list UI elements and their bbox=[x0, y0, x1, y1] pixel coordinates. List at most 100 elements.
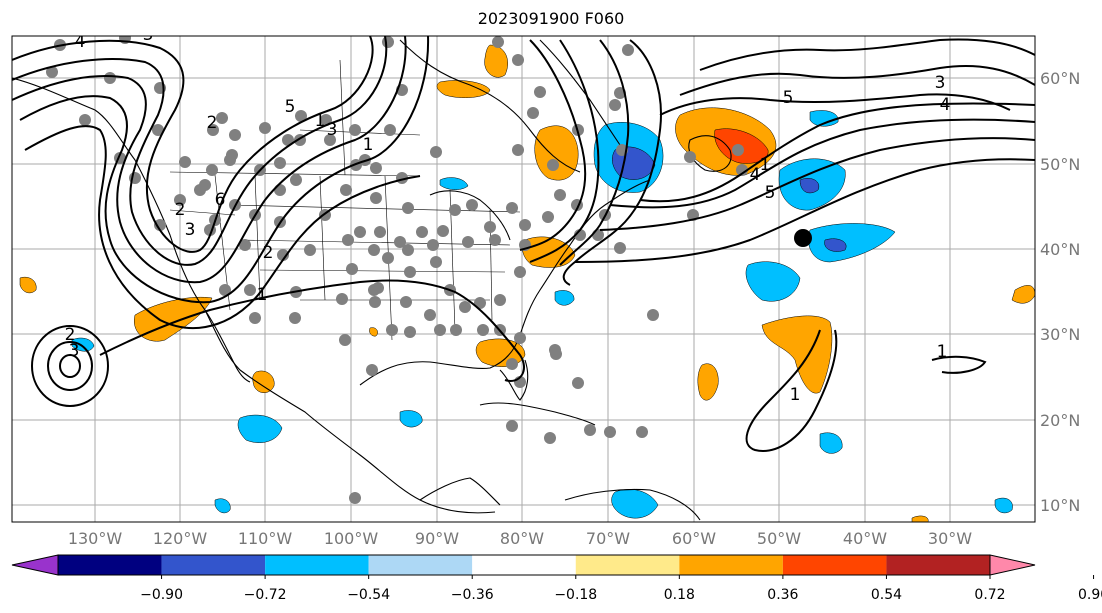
gray-dot-icon bbox=[239, 239, 251, 251]
blue-fill-region bbox=[745, 261, 801, 302]
hudson-bay-coast bbox=[399, 39, 581, 173]
black-dot-icon bbox=[794, 229, 812, 247]
contour-label: 1 bbox=[760, 155, 771, 175]
orange-fill-region bbox=[252, 370, 275, 393]
gray-dot-icon bbox=[104, 72, 116, 84]
blue-fill-region bbox=[554, 290, 575, 306]
gray-dot-icon bbox=[336, 293, 348, 305]
latitude-label: 50°N bbox=[1040, 155, 1080, 174]
contour-label: 1 bbox=[790, 385, 801, 405]
gray-dot-icon bbox=[506, 202, 518, 214]
gray-dot-icon bbox=[494, 294, 506, 306]
gray-dot-icon bbox=[622, 44, 634, 56]
gray-dot-icon bbox=[462, 236, 474, 248]
gray-dot-icon bbox=[346, 263, 358, 275]
gray-dot-icon bbox=[244, 284, 256, 296]
gray-dot-icon bbox=[206, 164, 218, 176]
contour-line bbox=[639, 102, 1035, 203]
contour-label: 3 bbox=[143, 25, 154, 45]
contour-line bbox=[519, 39, 587, 251]
map-frame bbox=[11, 35, 1036, 523]
gray-dot-icon bbox=[534, 86, 546, 98]
gray-dot-icon bbox=[609, 99, 621, 111]
gray-dot-icon bbox=[430, 146, 442, 158]
gray-dot-icon bbox=[79, 114, 91, 126]
colorbar-tick-label: −0.54 bbox=[347, 587, 390, 603]
longitude-label: 130°W bbox=[68, 529, 123, 548]
gray-dot-icon bbox=[506, 358, 518, 370]
colorbar-extend-left bbox=[11, 554, 59, 576]
gray-dot-icon bbox=[207, 124, 219, 136]
orange-fill-region bbox=[697, 363, 719, 401]
gray-dot-icon bbox=[368, 244, 380, 256]
colorbar-segment bbox=[782, 555, 887, 575]
gray-dot-icon bbox=[349, 124, 361, 136]
gray-dot-icon bbox=[382, 252, 394, 264]
gray-dot-icon bbox=[324, 134, 336, 146]
gray-dot-icon bbox=[349, 492, 361, 504]
blue-fill-region bbox=[994, 497, 1013, 514]
contour-line bbox=[599, 137, 1035, 231]
gray-dot-icon bbox=[636, 426, 648, 438]
gray-dot-icon bbox=[354, 226, 366, 238]
gray-dot-icon bbox=[290, 174, 302, 186]
orange-fill-region bbox=[761, 315, 833, 394]
gray-dot-icon bbox=[370, 162, 382, 174]
contour-line bbox=[59, 354, 81, 378]
colorbar-tick-labels: −0.90 −0.72 −0.54 −0.36 −0.18 0.18 0.36 0.54 0.7… bbox=[140, 575, 1102, 603]
contour-line bbox=[99, 279, 525, 382]
blue-fill-region bbox=[237, 414, 283, 443]
gray-dot-icon bbox=[289, 312, 301, 324]
gray-dot-icon bbox=[394, 236, 406, 248]
gray-dot-icon bbox=[614, 242, 626, 254]
contour-label: 3 bbox=[185, 220, 196, 240]
map-title: 2023091900 F060 bbox=[477, 9, 625, 28]
gray-dot-icon bbox=[506, 420, 518, 432]
gray-dot-icon bbox=[572, 377, 584, 389]
gray-dot-icon bbox=[372, 282, 384, 294]
cuba-outline bbox=[479, 402, 596, 426]
gray-dot-icon bbox=[437, 225, 449, 237]
longitude-label: 120°W bbox=[153, 529, 208, 548]
blue-fill-region bbox=[214, 498, 231, 514]
contour-label: 4 bbox=[940, 95, 951, 115]
gray-dot-icon bbox=[374, 226, 386, 238]
gray-dot-icon bbox=[434, 324, 446, 336]
gray-dot-icon bbox=[466, 199, 478, 211]
gray-dot-icon bbox=[512, 54, 524, 66]
colorbar-segment bbox=[368, 555, 473, 575]
gray-dot-icon bbox=[492, 36, 504, 48]
gray-dot-icon bbox=[370, 192, 382, 204]
gray-dot-icon bbox=[304, 244, 316, 256]
contour-line bbox=[679, 65, 1035, 96]
contour-label: 3 bbox=[935, 73, 946, 93]
gray-dot-icon bbox=[386, 324, 398, 336]
gray-dot-icon bbox=[249, 312, 261, 324]
gray-dot-icon bbox=[400, 296, 412, 308]
longitude-label: 80°W bbox=[500, 529, 544, 548]
latitude-labels: 60°N 50°N 40°N 30°N 20°N 10°N bbox=[1040, 69, 1080, 515]
gray-dot-icon bbox=[274, 157, 286, 169]
contour-label: 1 bbox=[315, 111, 326, 131]
colorbar-segment bbox=[886, 555, 990, 575]
gray-dot-icon bbox=[512, 144, 524, 156]
orange-fill-region bbox=[484, 44, 508, 78]
gray-dot-icon bbox=[366, 364, 378, 376]
contour-label: 2 bbox=[263, 243, 274, 263]
gulf-coast bbox=[359, 179, 651, 386]
colorbar bbox=[11, 554, 1036, 576]
contour-label: 2 bbox=[207, 113, 218, 133]
gray-dot-icon bbox=[514, 266, 526, 278]
latitude-label: 30°N bbox=[1040, 325, 1080, 344]
contour-line bbox=[609, 118, 1035, 209]
gray-dot-icon bbox=[484, 221, 496, 233]
contour-line bbox=[745, 329, 838, 452]
colorbar-extend-right bbox=[989, 554, 1036, 576]
contour-line bbox=[31, 325, 109, 407]
latitude-label: 40°N bbox=[1040, 240, 1080, 259]
gray-dot-icon bbox=[404, 266, 416, 278]
gray-dot-icon bbox=[274, 184, 286, 196]
contour-line bbox=[562, 39, 662, 286]
gray-dot-icon bbox=[46, 66, 58, 78]
